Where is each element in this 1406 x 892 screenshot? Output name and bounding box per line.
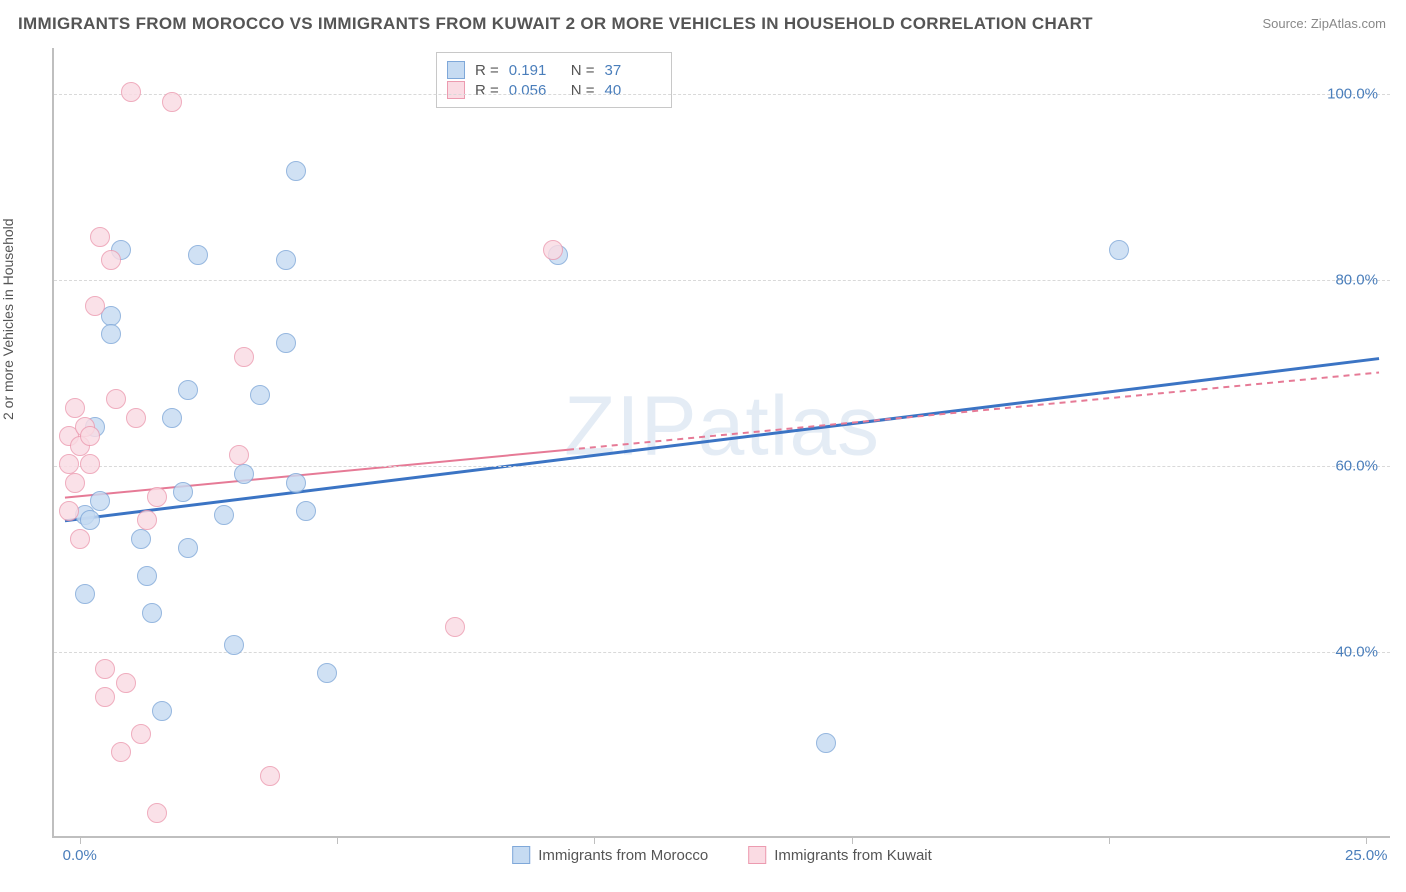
- stat-n-label: N =: [571, 62, 595, 79]
- legend-label: Immigrants from Kuwait: [774, 847, 932, 864]
- scatter-point-kuwait: [234, 347, 254, 367]
- scatter-point-kuwait: [126, 408, 146, 428]
- scatter-point-kuwait: [90, 227, 110, 247]
- scatter-point-kuwait: [95, 659, 115, 679]
- scatter-point-kuwait: [445, 617, 465, 637]
- scatter-point-morocco: [317, 663, 337, 683]
- scatter-point-kuwait: [80, 426, 100, 446]
- scatter-point-kuwait: [116, 673, 136, 693]
- trend-line-kuwait: [65, 450, 568, 498]
- plot-area: ZIPatlas R =0.191N =37R =0.056N =40 Immi…: [52, 48, 1390, 838]
- x-tick-mark: [337, 836, 338, 844]
- y-tick-label: 100.0%: [1327, 86, 1378, 103]
- legend-label: Immigrants from Morocco: [538, 847, 708, 864]
- scatter-point-morocco: [178, 380, 198, 400]
- scatter-point-kuwait: [121, 82, 141, 102]
- scatter-point-morocco: [276, 250, 296, 270]
- stat-r-value: 0.056: [509, 82, 561, 99]
- stat-n-label: N =: [571, 82, 595, 99]
- scatter-point-morocco: [131, 529, 151, 549]
- legend-item-kuwait: Immigrants from Kuwait: [748, 846, 932, 864]
- series-legend: Immigrants from Morocco Immigrants from K…: [512, 846, 932, 864]
- x-tick-mark: [852, 836, 853, 844]
- x-tick-label: 25.0%: [1345, 847, 1388, 864]
- scatter-point-morocco: [296, 501, 316, 521]
- source-attribution: Source: ZipAtlas.com: [1262, 16, 1386, 31]
- scatter-point-kuwait: [101, 250, 121, 270]
- scatter-point-morocco: [816, 733, 836, 753]
- x-tick-mark: [1109, 836, 1110, 844]
- x-tick-label: 0.0%: [63, 847, 97, 864]
- y-axis-label: 2 or more Vehicles in Household: [0, 218, 16, 420]
- scatter-point-kuwait: [106, 389, 126, 409]
- scatter-point-kuwait: [95, 687, 115, 707]
- scatter-point-morocco: [152, 701, 172, 721]
- scatter-point-kuwait: [131, 724, 151, 744]
- scatter-point-morocco: [234, 464, 254, 484]
- scatter-point-morocco: [162, 408, 182, 428]
- scatter-point-kuwait: [543, 240, 563, 260]
- legend-swatch-morocco: [512, 846, 530, 864]
- scatter-point-kuwait: [260, 766, 280, 786]
- scatter-point-morocco: [80, 510, 100, 530]
- scatter-point-morocco: [224, 635, 244, 655]
- y-gridline: [54, 94, 1390, 95]
- stat-r-value: 0.191: [509, 62, 561, 79]
- x-tick-mark: [594, 836, 595, 844]
- scatter-point-morocco: [286, 473, 306, 493]
- stat-n-value: 40: [605, 82, 657, 99]
- scatter-point-morocco: [101, 324, 121, 344]
- x-tick-mark: [1366, 836, 1367, 844]
- scatter-point-kuwait: [59, 501, 79, 521]
- scatter-point-kuwait: [70, 529, 90, 549]
- correlation-stats-box: R = 0.191 N = 37 R = 0.056 N = 40: [436, 52, 672, 108]
- trend-lines-layer: [54, 48, 1390, 836]
- y-gridline: [54, 280, 1390, 281]
- scatter-point-kuwait: [59, 454, 79, 474]
- scatter-point-morocco: [276, 333, 296, 353]
- scatter-point-kuwait: [111, 742, 131, 762]
- scatter-point-kuwait: [147, 487, 167, 507]
- stat-row-kuwait: R = 0.056 N = 40: [447, 81, 657, 99]
- scatter-point-morocco: [142, 603, 162, 623]
- y-gridline: [54, 652, 1390, 653]
- legend-item-morocco: Immigrants from Morocco: [512, 846, 708, 864]
- x-tick-mark: [80, 836, 81, 844]
- stat-swatch-kuwait: [447, 81, 465, 99]
- scatter-point-kuwait: [147, 803, 167, 823]
- stat-swatch-morocco: [447, 61, 465, 79]
- scatter-point-morocco: [188, 245, 208, 265]
- scatter-point-morocco: [1109, 240, 1129, 260]
- stat-r-label: R =: [475, 82, 499, 99]
- watermark-text: ZIPatlas: [564, 378, 880, 475]
- stat-row-morocco: R = 0.191 N = 37: [447, 61, 657, 79]
- stat-n-value: 37: [605, 62, 657, 79]
- scatter-point-kuwait: [80, 454, 100, 474]
- scatter-point-kuwait: [162, 92, 182, 112]
- trend-line-morocco: [65, 359, 1379, 521]
- scatter-point-morocco: [250, 385, 270, 405]
- legend-swatch-kuwait: [748, 846, 766, 864]
- scatter-point-kuwait: [65, 398, 85, 418]
- scatter-point-kuwait: [85, 296, 105, 316]
- scatter-point-morocco: [214, 505, 234, 525]
- trend-line-kuwait-dashed: [568, 372, 1379, 449]
- scatter-point-morocco: [178, 538, 198, 558]
- y-tick-label: 80.0%: [1335, 272, 1378, 289]
- y-tick-label: 40.0%: [1335, 644, 1378, 661]
- scatter-point-kuwait: [65, 473, 85, 493]
- scatter-point-morocco: [75, 584, 95, 604]
- scatter-point-morocco: [173, 482, 193, 502]
- y-tick-label: 60.0%: [1335, 458, 1378, 475]
- scatter-point-morocco: [90, 491, 110, 511]
- scatter-point-kuwait: [229, 445, 249, 465]
- scatter-point-kuwait: [137, 510, 157, 530]
- y-gridline: [54, 466, 1390, 467]
- chart-title: IMMIGRANTS FROM MOROCCO VS IMMIGRANTS FR…: [18, 14, 1093, 34]
- scatter-point-morocco: [286, 161, 306, 181]
- scatter-point-morocco: [137, 566, 157, 586]
- stat-r-label: R =: [475, 62, 499, 79]
